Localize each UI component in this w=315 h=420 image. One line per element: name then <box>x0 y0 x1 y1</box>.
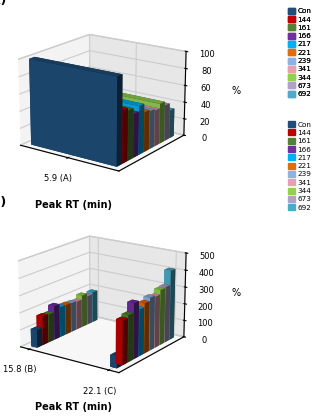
Text: (B): (B) <box>0 196 8 209</box>
Text: Peak RT (min): Peak RT (min) <box>35 402 112 412</box>
Legend: Con, 144, 161, 166, 217, 221, 239, 341, 344, 673, 692: Con, 144, 161, 166, 217, 221, 239, 341, … <box>288 8 312 97</box>
Text: (A): (A) <box>0 0 8 7</box>
Text: Peak RT (min): Peak RT (min) <box>35 200 112 210</box>
Legend: Con, 144, 161, 166, 217, 221, 239, 341, 344, 673, 692: Con, 144, 161, 166, 217, 221, 239, 341, … <box>288 121 312 210</box>
